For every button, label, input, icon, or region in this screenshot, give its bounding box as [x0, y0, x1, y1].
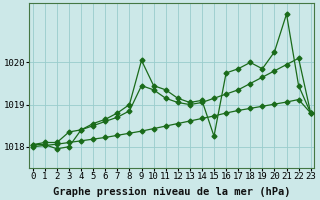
X-axis label: Graphe pression niveau de la mer (hPa): Graphe pression niveau de la mer (hPa) [53, 186, 291, 197]
